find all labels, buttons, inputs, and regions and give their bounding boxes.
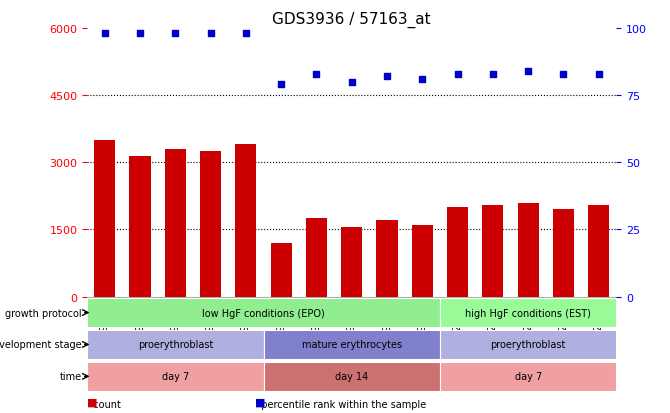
Text: percentile rank within the sample: percentile rank within the sample [255,399,426,409]
Text: proerythroblast: proerythroblast [490,339,566,350]
Bar [518,203,539,297]
Bar [440,330,616,359]
Bar [440,362,616,391]
Point [205,31,216,38]
Point [594,71,604,78]
Bar [447,208,468,297]
Text: count: count [87,399,121,409]
Bar [440,299,616,327]
Text: high HgF conditions (EST): high HgF conditions (EST) [465,308,591,318]
Bar [263,330,440,359]
Bar [94,140,115,297]
Text: development stage: development stage [0,339,82,350]
Point [276,82,287,88]
Bar [87,362,263,391]
Text: day 7: day 7 [515,371,542,382]
Bar [200,152,221,297]
Bar [235,145,257,297]
Bar [482,205,503,297]
Point [452,71,463,78]
Text: growth protocol: growth protocol [5,308,82,318]
Bar [263,362,440,391]
Text: mature erythrocytes: mature erythrocytes [302,339,402,350]
Bar [129,156,151,297]
Point [488,71,498,78]
Bar [165,150,186,297]
Text: low HgF conditions (EPO): low HgF conditions (EPO) [202,308,325,318]
Bar [377,221,397,297]
Bar [588,205,609,297]
Bar [87,330,263,359]
Bar [306,219,327,297]
Bar [553,210,574,297]
Text: proerythroblast: proerythroblast [137,339,213,350]
Text: ■: ■ [255,397,265,407]
Text: ■: ■ [87,397,98,407]
Point [135,31,145,38]
Bar [271,243,291,297]
Point [311,71,322,78]
Bar [87,299,440,327]
Point [382,74,393,81]
Point [558,71,569,78]
Point [523,69,533,75]
Point [170,31,181,38]
Title: GDS3936 / 57163_at: GDS3936 / 57163_at [273,12,431,28]
Point [241,31,251,38]
Point [99,31,110,38]
Bar [412,225,433,297]
Text: day 14: day 14 [335,371,368,382]
Text: day 7: day 7 [161,371,189,382]
Point [346,79,357,86]
Point [417,76,427,83]
Text: time: time [60,371,82,382]
Bar [341,228,362,297]
